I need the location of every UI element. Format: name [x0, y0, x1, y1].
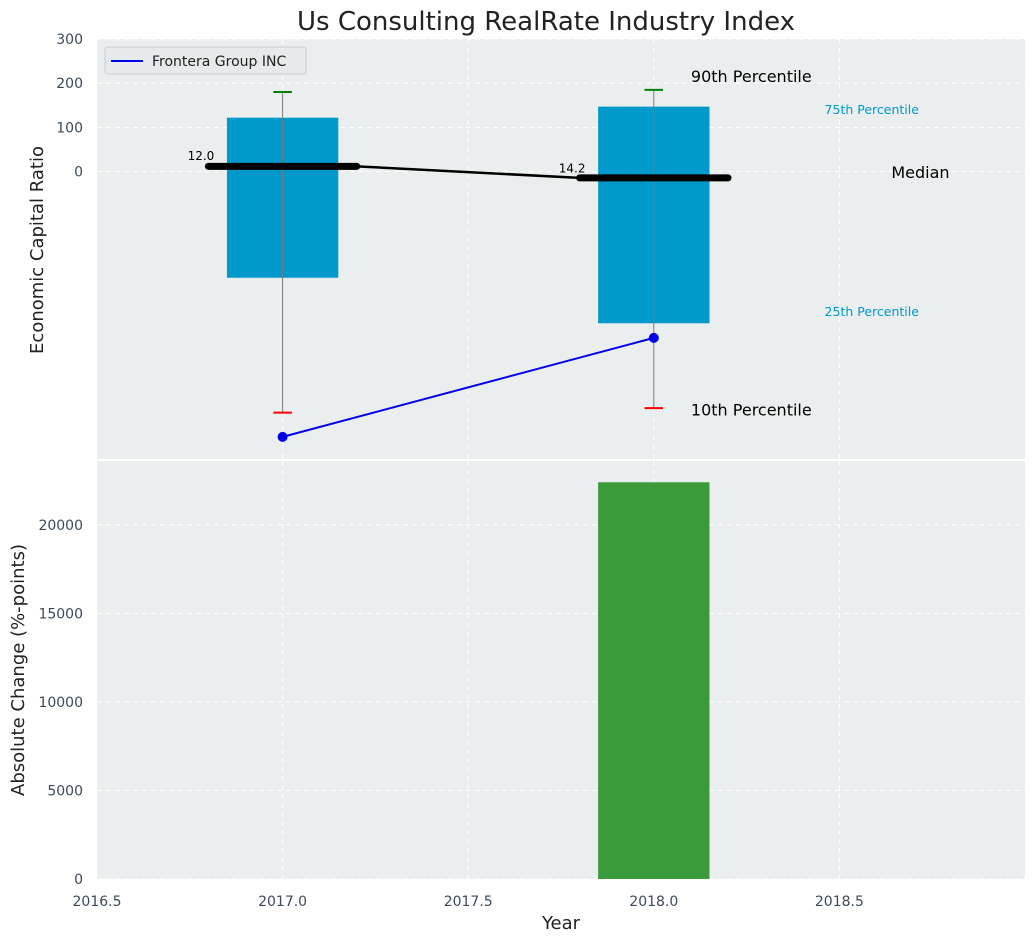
bottom-y-tick-label: 5000 — [47, 783, 83, 799]
top-y-tick-label: 0 — [74, 165, 83, 181]
top-y-tick-label: 300 — [56, 32, 83, 48]
series-point-frontera — [277, 431, 288, 442]
median-value-label-1: 14.2 — [559, 162, 586, 176]
legend: Frontera Group INC — [104, 46, 307, 75]
bottom-y-tick-label: 10000 — [38, 695, 83, 711]
series-point-frontera — [648, 332, 659, 343]
x-tick-label: 2018.0 — [629, 894, 678, 910]
x-tick-label: 2016.5 — [73, 894, 122, 910]
top-y-ticks: 0 100 200 300 — [56, 32, 83, 181]
change-bar-0 — [598, 482, 710, 879]
x-tick-label: 2018.5 — [815, 894, 864, 910]
annotation-3: 25th Percentile — [825, 304, 920, 319]
bottom-x-ticks: 2016.5 2017.0 2017.5 2018.0 2018.5 — [73, 894, 864, 910]
bottom-y-tick-label: 0 — [74, 872, 83, 888]
legend-box — [104, 46, 307, 75]
bottom-y-tick-label: 15000 — [38, 606, 83, 622]
top-panel: 12.0 14.2 90th Percentile 75th Percentile Me… — [27, 7, 1025, 459]
chart-title: Us Consulting RealRate Industry Index — [297, 7, 795, 37]
annotation-0: 90th Percentile — [691, 67, 812, 86]
x-tick-label: 2017.0 — [258, 894, 307, 910]
bottom-marks — [598, 482, 710, 879]
median-value-label-0: 12.0 — [188, 149, 215, 163]
top-marks: 12.0 14.2 90th Percentile 75th Percentile Me… — [188, 67, 950, 442]
top-y-tick-label: 200 — [56, 76, 83, 92]
bottom-x-axis-title: Year — [541, 913, 581, 934]
top-y-tick-label: 100 — [56, 120, 83, 136]
top-y-axis-title: Economic Capital Ratio — [27, 146, 48, 354]
annotation-1: 75th Percentile — [825, 102, 920, 117]
median-connector — [356, 165, 580, 180]
legend-label: Frontera Group INC — [152, 54, 286, 70]
annotation-4: 10th Percentile — [691, 401, 812, 420]
bottom-y-axis-title: Absolute Change (%-points) — [8, 544, 29, 796]
series-line-frontera — [282, 336, 655, 438]
bottom-y-tick-label: 20000 — [38, 518, 83, 534]
annotation-2: Median — [891, 163, 949, 182]
x-tick-label: 2017.5 — [444, 894, 493, 910]
bottom-grid — [97, 461, 1025, 880]
bottom-plot-area — [97, 461, 1025, 879]
bottom-y-ticks: 0 5000 10000 15000 20000 — [38, 518, 83, 888]
